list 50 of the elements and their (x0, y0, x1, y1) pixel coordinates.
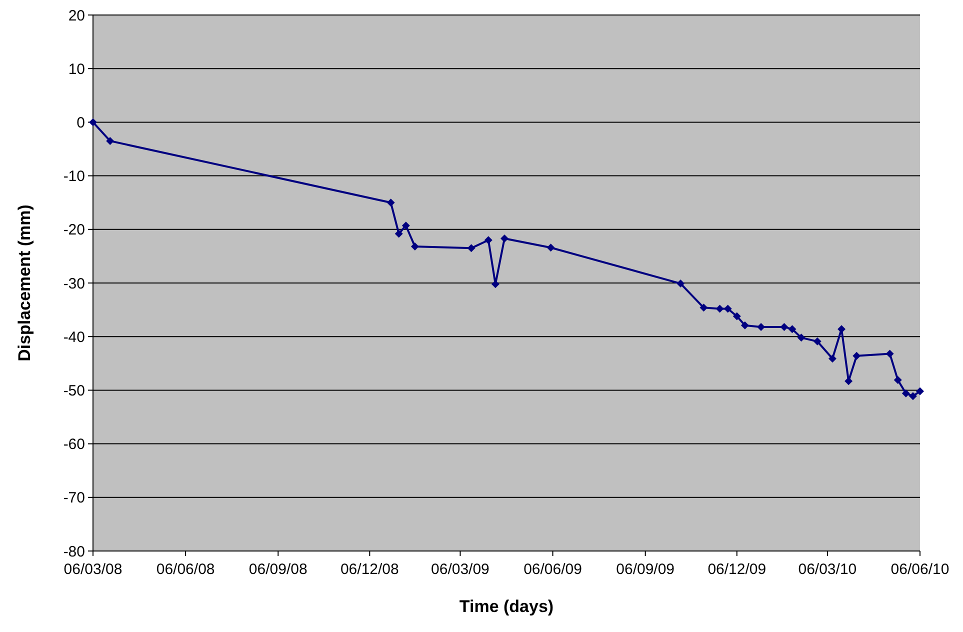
point (500, 234, 508, 243)
point (828, 354, 836, 363)
y-tick-label: -70 (63, 490, 85, 507)
y-tick-label: -40 (63, 328, 85, 346)
x-tick-label: 06/06/10 (890, 561, 950, 578)
x-tick-label: 06/03/08 (64, 561, 122, 578)
point (724, 304, 732, 313)
point (676, 280, 685, 288)
point (797, 334, 806, 342)
point (916, 387, 924, 396)
point (844, 377, 853, 386)
y-tick-label: -30 (63, 275, 85, 292)
y-tick-label: -80 (63, 543, 85, 560)
y-axis-title: Displacement (mm) (15, 204, 34, 362)
point (886, 350, 894, 358)
point (546, 244, 555, 252)
y-tick-label: -10 (63, 168, 85, 186)
y-tick-label: -60 (63, 436, 85, 454)
y-tick-label: 20 (68, 7, 85, 24)
point (780, 322, 788, 331)
y-tick-label: -50 (63, 382, 85, 400)
point (394, 230, 403, 238)
x-tick-label: 06/06/08 (156, 561, 215, 578)
x-tick-label: 06/12/08 (340, 561, 399, 578)
point (732, 312, 741, 320)
point (908, 392, 917, 400)
y-tick-label: -20 (63, 222, 85, 239)
point (484, 236, 492, 244)
point (386, 198, 395, 207)
point (902, 389, 910, 398)
x-tick-label: 06/09/09 (616, 561, 675, 578)
x-tick-label: 06/12/09 (708, 561, 766, 578)
y-tick-label: 0 (76, 114, 85, 132)
point (410, 242, 419, 251)
point (716, 304, 724, 313)
x-tick-label: 06/03/10 (798, 561, 857, 578)
point (813, 337, 822, 346)
x-tick-label: 06/09/08 (248, 561, 308, 578)
x-tick-label: 06/06/09 (524, 561, 582, 578)
point (700, 304, 708, 312)
point (788, 325, 796, 334)
x-tick-label: 06/03/09 (431, 561, 490, 578)
point (467, 244, 476, 252)
point (894, 376, 902, 384)
point (740, 321, 749, 330)
point (106, 136, 114, 145)
point (402, 222, 410, 230)
x-axis-title: Time (days) (459, 597, 554, 616)
y-tick-label: 10 (68, 60, 85, 78)
point (852, 352, 861, 360)
